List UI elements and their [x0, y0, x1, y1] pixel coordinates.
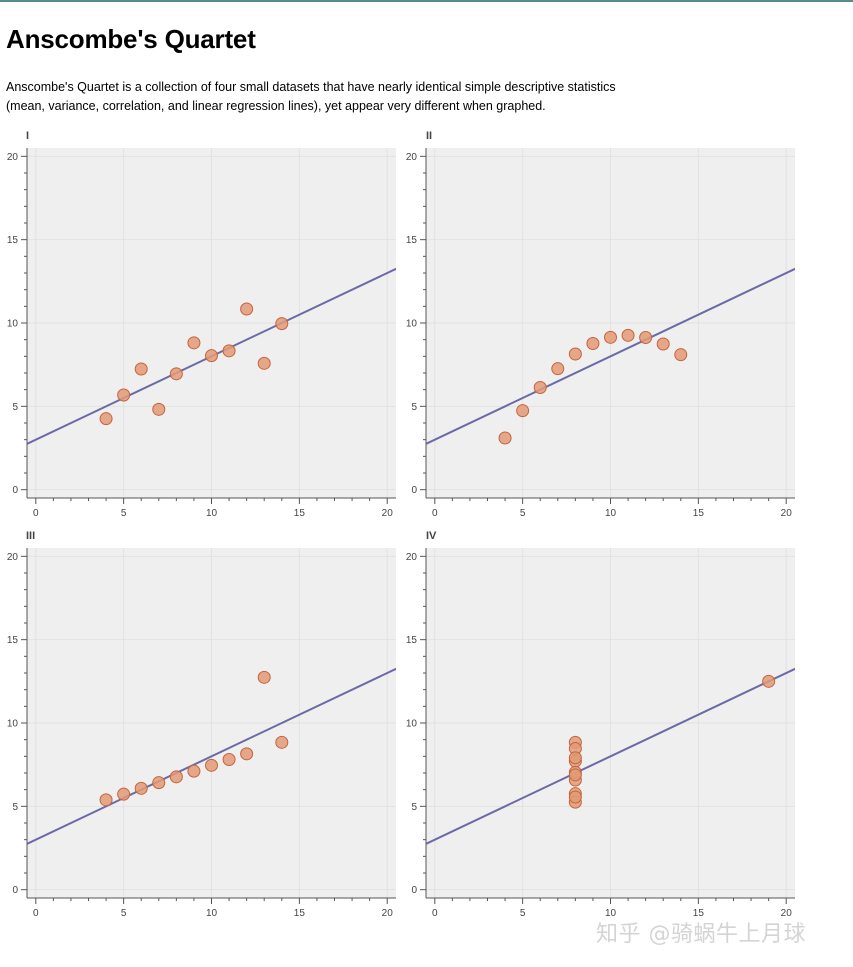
data-point — [674, 348, 688, 362]
top-border — [0, 0, 853, 2]
y-tick-label: 0 — [12, 485, 18, 496]
data-point — [639, 331, 653, 344]
data-point — [134, 362, 148, 376]
description-line-1: Anscombe's Quartet is a collection of fo… — [6, 80, 616, 94]
y-tick-label: 10 — [7, 719, 19, 730]
data-point — [533, 381, 547, 394]
x-tick-label: 0 — [33, 508, 39, 519]
y-tick-label: 5 — [12, 402, 18, 413]
chart-panel-iv: IV 0 5 10 15 20 0 5 10 15 20 — [399, 528, 799, 928]
y-tick-label: 10 — [406, 719, 418, 730]
x-tick-label: 10 — [206, 908, 218, 919]
data-point — [99, 793, 113, 807]
y-tick-label: 0 — [12, 885, 18, 896]
data-point — [551, 362, 565, 376]
data-point — [568, 768, 582, 782]
data-point — [240, 302, 254, 316]
x-tick-label: 15 — [294, 508, 306, 519]
y-tick-label: 15 — [7, 635, 19, 646]
chart-title: I — [26, 130, 30, 142]
regression-line — [426, 267, 795, 445]
data-point — [152, 776, 166, 790]
page-title: Anscombe's Quartet — [6, 24, 256, 54]
regression-line — [426, 667, 795, 845]
x-tick-label: 10 — [206, 508, 218, 519]
data-point — [621, 328, 635, 342]
data-point — [99, 412, 113, 426]
y-tick-label: 20 — [406, 152, 418, 163]
x-tick-label: 15 — [693, 908, 705, 919]
chart-panel-ii: II 0 5 10 15 20 0 5 10 15 20 — [399, 128, 799, 528]
y-tick-label: 5 — [12, 802, 18, 813]
data-point — [568, 790, 582, 804]
watermark: 知乎 @骑蜗牛上月球 — [596, 922, 806, 947]
data-point — [604, 330, 617, 344]
data-point — [117, 787, 131, 801]
x-tick-label: 20 — [781, 908, 793, 919]
data-point — [152, 402, 166, 416]
data-point — [240, 747, 254, 761]
y-tick-label: 15 — [406, 235, 418, 246]
chart-title: III — [26, 530, 36, 542]
data-point — [586, 337, 600, 350]
x-tick-label: 10 — [605, 508, 617, 519]
scatter-plot: 0 5 10 15 20 0 5 10 15 20 — [406, 548, 795, 919]
x-tick-label: 15 — [294, 908, 306, 919]
y-tick-label: 5 — [411, 802, 417, 813]
data-point — [222, 344, 236, 358]
scatter-plot: 0 5 10 15 20 0 5 10 15 20 — [7, 148, 396, 519]
y-tick-label: 5 — [411, 402, 417, 413]
chart-title: IV — [426, 530, 437, 542]
y-tick-label: 10 — [406, 319, 418, 330]
y-tick-label: 0 — [411, 885, 417, 896]
x-tick-label: 20 — [382, 908, 394, 919]
y-tick-label: 20 — [7, 552, 19, 563]
data-point — [205, 758, 218, 772]
data-point — [257, 670, 271, 684]
data-point — [516, 404, 530, 418]
chart-panel-iii: III 0 5 10 15 20 0 5 10 15 20 — [0, 528, 400, 928]
data-point — [568, 347, 582, 361]
data-point — [275, 735, 289, 749]
data-point — [275, 317, 289, 331]
description-line-2: (mean, variance, correlation, and linear… — [6, 98, 546, 113]
regression-line — [27, 667, 396, 845]
scatter-plot: 0 5 10 15 20 0 5 10 15 20 — [7, 548, 396, 919]
chart-title: II — [426, 130, 433, 142]
data-point — [187, 336, 201, 350]
scatter-plot: 0 5 10 15 20 0 5 10 15 20 — [406, 148, 795, 519]
data-point — [134, 781, 148, 795]
chart-panel-i: I 0 5 10 15 20 0 5 10 15 20 — [0, 128, 400, 528]
data-point — [222, 753, 236, 766]
x-tick-label: 0 — [33, 908, 39, 919]
page-description: Anscombe's Quartet is a collection of fo… — [6, 78, 666, 115]
data-point — [568, 751, 582, 765]
x-tick-label: 15 — [693, 508, 705, 519]
data-point — [257, 356, 271, 370]
y-tick-label: 0 — [411, 485, 417, 496]
x-tick-label: 5 — [121, 908, 127, 919]
data-point — [187, 764, 201, 778]
x-tick-label: 0 — [432, 908, 438, 919]
y-tick-label: 15 — [406, 635, 418, 646]
data-point — [117, 388, 131, 402]
y-tick-label: 20 — [7, 152, 19, 163]
data-point — [205, 349, 218, 363]
x-tick-label: 20 — [781, 508, 793, 519]
data-point — [656, 337, 670, 351]
x-tick-label: 20 — [382, 508, 394, 519]
x-tick-label: 0 — [432, 508, 438, 519]
x-tick-label: 5 — [520, 508, 526, 519]
x-tick-label: 5 — [121, 508, 127, 519]
x-tick-label: 5 — [520, 908, 526, 919]
x-tick-label: 10 — [605, 908, 617, 919]
y-tick-label: 10 — [7, 319, 19, 330]
data-point — [498, 431, 512, 445]
data-point — [169, 367, 183, 381]
data-point — [169, 770, 183, 784]
data-point — [762, 674, 776, 688]
y-tick-label: 15 — [7, 235, 19, 246]
y-tick-label: 20 — [406, 552, 418, 563]
